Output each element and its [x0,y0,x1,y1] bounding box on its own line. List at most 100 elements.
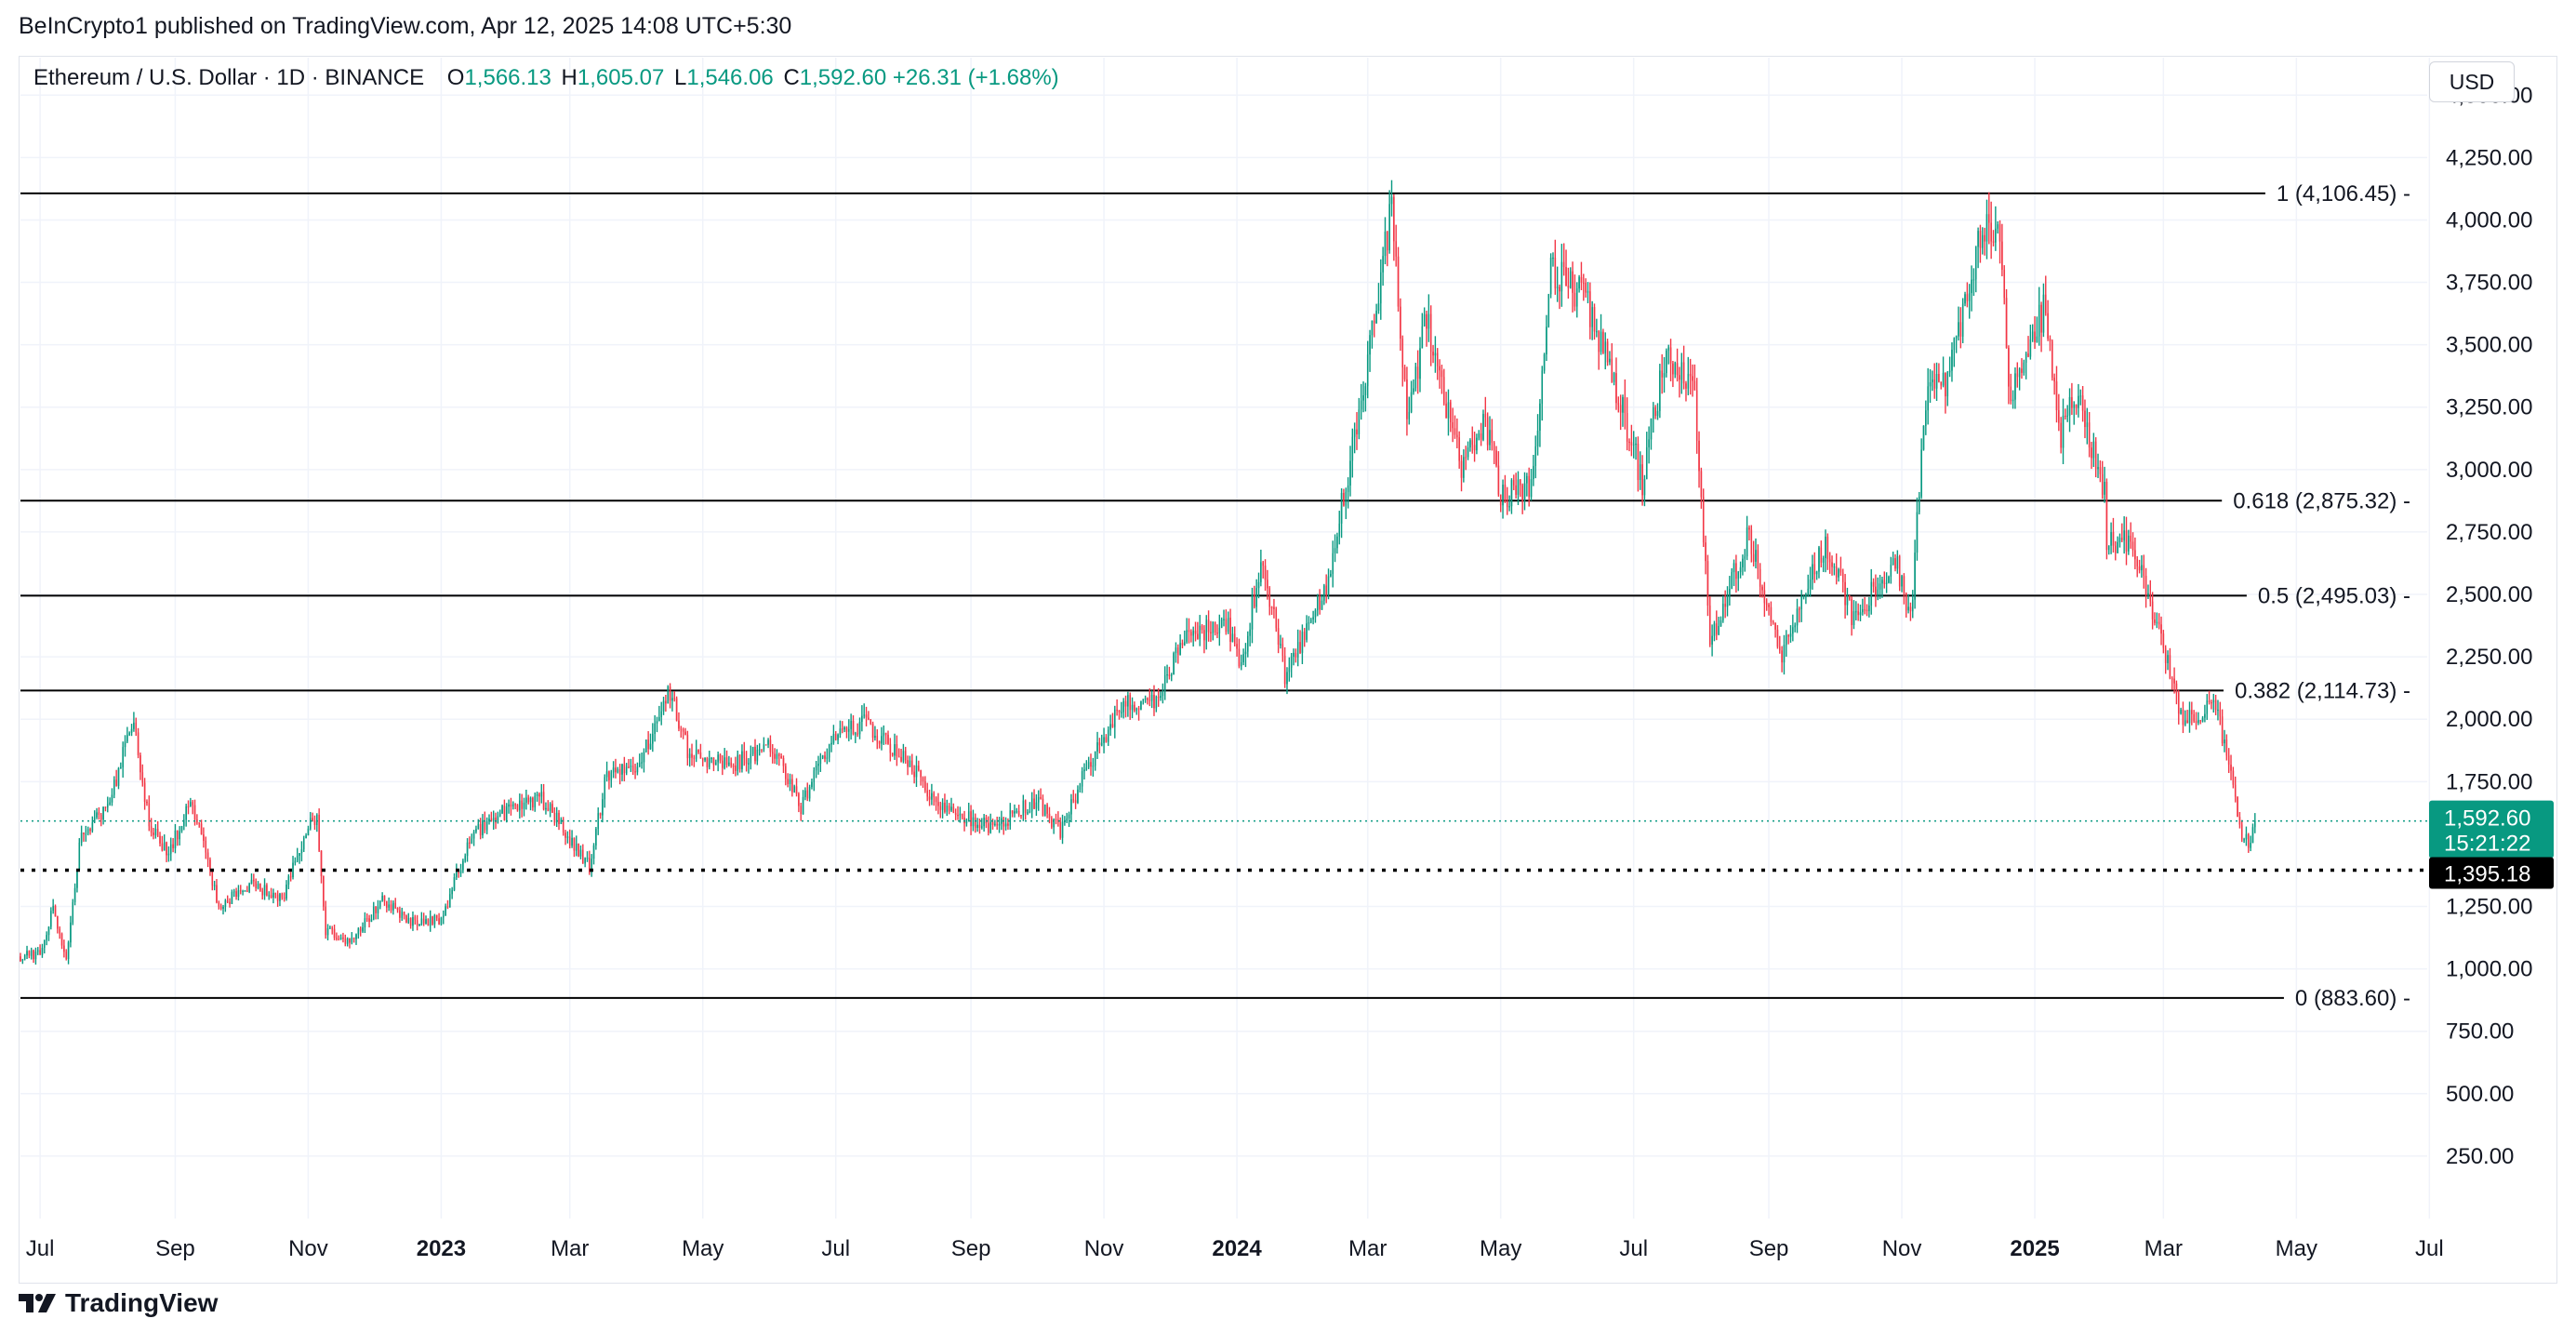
candle-body [1281,644,1284,656]
candle-body [34,952,37,960]
x-tick-label: 2025 [2010,1236,2059,1261]
x-tick-label: Sep [155,1236,195,1261]
candle-body [1589,291,1591,327]
candle-body [2001,241,2003,270]
candle-body [336,938,338,939]
fibonacci-retracement[interactable]: 1 (4,106.45) - 0.618 (2,875.32) - 0.5 (2,4… [20,181,2410,1011]
candle-body [2177,693,2180,714]
candle-body [1170,674,1173,676]
candle-body [394,902,397,908]
candle-body [351,938,353,943]
candle-body [1469,440,1471,448]
candle-body [390,904,392,911]
candle-body [244,890,246,892]
candle-body [2084,410,2086,428]
candle-body [897,756,900,758]
candle-body [636,766,639,773]
candle-body [1872,581,1875,587]
candle-body [294,860,297,863]
candle-body [1898,556,1901,587]
candle-body [1308,622,1310,624]
candle-body [469,842,471,844]
candle-body [1068,814,1070,819]
candle-body [641,762,643,764]
candle-body [1288,667,1291,673]
close-label: C [783,65,800,90]
candle-body [763,744,765,750]
candle-body [1765,603,1768,606]
candle-body [2034,331,2036,342]
price-axis[interactable]: 250.00 500.00 750.00 1,000.00 1,250.00 1,750.… [2446,83,2532,1169]
candle-body [1413,388,1414,393]
candle-body [669,686,671,701]
candle-body [555,812,558,823]
candle-body [2075,404,2078,408]
candle-body [135,722,138,733]
candle-body [1070,799,1072,815]
candle-body [1985,214,1988,242]
candle-body [1559,286,1560,292]
candle-body [255,881,257,888]
candle-body [2027,353,2029,357]
candle-body [206,852,209,860]
candle-body [523,802,525,809]
candle-body [1938,374,1940,382]
candle-body [819,758,822,765]
candle-body [2154,619,2156,623]
candle-body [166,842,167,856]
candle-body [695,750,697,759]
candle-body [59,928,60,934]
candle-body [536,793,538,796]
candle-body [1567,286,1570,288]
candle-body [1379,272,1382,304]
candle-body [2184,720,2186,726]
countdown-value: 15:21:22 [2444,832,2530,857]
candle-body [874,736,876,739]
candle-body [980,826,983,828]
candle-body [631,766,634,772]
candle-body [109,802,111,805]
candle-body [2105,481,2108,551]
candle-body [401,912,404,918]
candle-body [1768,605,1770,607]
candle-body [1264,566,1267,580]
currency-button[interactable]: USD [2429,61,2515,102]
candle-body [1761,586,1763,591]
candle-body [167,853,170,856]
time-axis[interactable]: Jul Sep Nov 2023 Mar May Jul Sep Nov 2024 Mar May Ju… [26,1236,2444,1261]
candle-body [1731,572,1733,590]
candle-body [133,722,135,729]
candle-body [582,849,584,864]
price-lines [20,819,2429,872]
candle-body [1799,608,1800,610]
candle-body [1369,335,1371,355]
candle-body [787,779,789,784]
candle-body [425,919,427,924]
candle-body [701,758,704,761]
candle-body [1003,818,1005,827]
candle-body [568,836,571,846]
candle-body [660,711,662,717]
candle-body [861,715,863,723]
candle-body [259,884,261,891]
candle-body [542,792,545,810]
candle-body [1116,709,1118,712]
candle-body [1992,241,1995,243]
candle-body [2042,294,2045,333]
candle-body [841,728,843,730]
y-tick-label: 4,250.00 [2446,145,2532,170]
candle-body [1190,632,1192,636]
candle-body [185,806,187,820]
tradingview-brand[interactable]: TradingView [19,1288,218,1318]
candle-body [2073,404,2076,408]
candle-body [1016,810,1018,813]
candle-body [1074,800,1077,804]
candle-body [1360,400,1362,410]
candle-body [1273,606,1275,609]
candle-body [141,772,144,783]
candle-body [1268,588,1271,607]
candle-body [72,901,74,923]
symbol-title[interactable]: Ethereum / U.S. Dollar · 1D · BINANCE [33,65,425,90]
candle-body [342,937,344,939]
